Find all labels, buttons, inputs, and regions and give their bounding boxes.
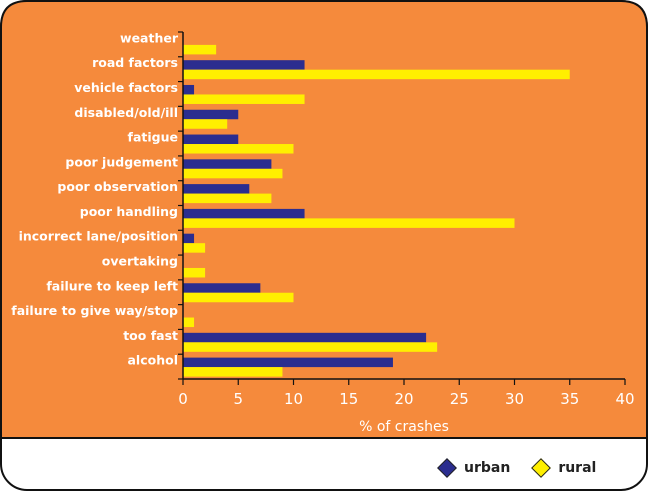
x-tick-label-20: 20 [394, 390, 413, 408]
legend-swatch-urban [437, 458, 457, 478]
axes [178, 31, 625, 380]
category-label-poor-judgement: poor judgement [65, 154, 178, 169]
bar-urban-incorrect-lane-position [183, 233, 195, 244]
bar-rural-overtaking [183, 267, 206, 278]
x-axis-title: % of crashes [359, 419, 449, 435]
category-labels: weather road factors vehicle factors disabl… [11, 30, 179, 367]
bar-urban-fatigue [183, 134, 239, 145]
legend-label-urban: urban [464, 460, 511, 476]
x-tick-label-10: 10 [284, 390, 303, 408]
bar-urban-road-factors [183, 60, 305, 70]
category-label-incorrect-lane-position: incorrect lane/position [19, 229, 178, 244]
bar-urban-poor-observation [183, 184, 250, 194]
legend-label-rural: rural [558, 460, 597, 476]
legend-item-rural: rural [531, 458, 597, 478]
bar-rural-road-factors [183, 69, 570, 80]
x-tick-label-40: 40 [615, 390, 634, 408]
x-tick-label-25: 25 [450, 390, 469, 408]
bar-rural-poor-judgement [183, 168, 283, 179]
bar-urban-failure-to-keep-left [183, 283, 261, 293]
category-label-overtaking: overtaking [102, 253, 178, 268]
bar-rural-disabled-old-ill [183, 119, 228, 129]
bar-rural-failure-to-give-way-stop [183, 317, 195, 328]
category-label-fatigue: fatigue [128, 130, 178, 145]
bar-urban-too-fast [183, 332, 427, 343]
bar-rural-fatigue [183, 144, 294, 154]
bar-rural-incorrect-lane-position [183, 243, 206, 253]
bar-urban-poor-judgement [183, 159, 272, 169]
bar-rural-failure-to-keep-left [183, 292, 294, 303]
category-label-road-factors: road factors [92, 55, 178, 70]
bar-rural-poor-observation [183, 193, 272, 204]
category-label-disabled-old-ill: disabled/old/ill [74, 105, 178, 120]
category-label-failure-to-give-way-stop: failure to give way/stop [11, 303, 178, 318]
category-label-too-fast: too fast [123, 328, 178, 343]
legend-swatch-rural [531, 458, 552, 478]
category-label-poor-handling: poor handling [80, 204, 178, 219]
x-tick-label-30: 30 [505, 390, 524, 408]
x-tick-label-35: 35 [560, 390, 579, 408]
legend: urban rural [437, 456, 610, 480]
x-tick-label-5: 5 [233, 390, 243, 408]
category-label-weather: weather [120, 30, 179, 45]
category-label-failure-to-keep-left: failure to keep left [46, 278, 178, 293]
category-label-vehicle-factors: vehicle factors [74, 80, 178, 95]
bar-rural-too-fast [183, 342, 438, 352]
bar-urban-poor-handling [183, 208, 305, 219]
category-label-poor-observation: poor observation [57, 179, 178, 194]
bar-urban-disabled-old-ill [183, 109, 239, 120]
x-tick-label-0: 0 [178, 390, 188, 408]
bar-rural-alcohol [183, 367, 283, 377]
legend-item-urban: urban [437, 458, 511, 478]
x-tick-label-15: 15 [339, 390, 358, 408]
bar-urban-vehicle-factors [183, 84, 195, 95]
bar-urban-alcohol [183, 357, 393, 368]
bar-rural-weather [183, 44, 217, 55]
bar-rural-vehicle-factors [183, 94, 305, 104]
category-label-alcohol: alcohol [128, 353, 179, 368]
bars-group [183, 44, 570, 377]
bar-rural-poor-handling [183, 218, 515, 228]
x-ticks: 0 5 10 15 20 25 30 35 40 [178, 379, 635, 408]
